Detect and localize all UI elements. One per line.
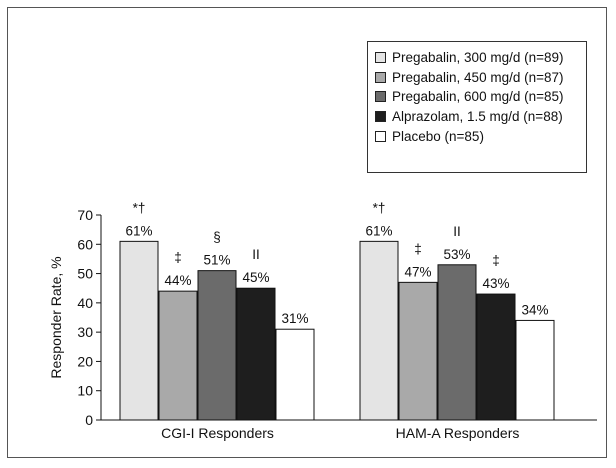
bar-significance-marker: ‡ (414, 241, 422, 256)
legend-item: Placebo (n=85) (375, 126, 586, 146)
legend-label: Placebo (n=85) (392, 128, 484, 144)
bar-significance-marker: § (213, 230, 221, 245)
bar-value-label: 45% (242, 270, 269, 285)
legend-label: Pregabalin, 300 mg/d (n=89) (392, 50, 564, 66)
bar-significance-marker: II (453, 224, 461, 239)
bar (437, 264, 477, 421)
y-tick-label: 50 (77, 266, 93, 282)
bar (236, 287, 276, 421)
legend-swatch (375, 52, 386, 64)
y-tick-label: 60 (77, 236, 93, 252)
bar-value-label: 53% (443, 247, 470, 262)
y-tick-label: 10 (77, 383, 93, 399)
bar (119, 240, 159, 421)
legend-item: Pregabalin, 450 mg/d (n=87) (375, 68, 586, 88)
y-axis-label: Responder Rate, % (48, 256, 64, 378)
legend-swatch (375, 130, 386, 142)
legend: Pregabalin, 300 mg/d (n=89) Pregabalin, … (367, 41, 587, 173)
bar-value-label: 47% (404, 264, 431, 279)
bar (398, 281, 438, 421)
bar-significance-marker: ‡ (174, 250, 182, 265)
figure-frame (7, 7, 607, 458)
legend-item: Alprazolam, 1.5 mg/d (n=88) (375, 107, 586, 127)
bar-value-label: 44% (164, 273, 191, 288)
bar (359, 240, 399, 421)
bar (197, 270, 237, 421)
bar-value-label: 61% (365, 223, 392, 238)
bar (158, 290, 198, 421)
bar (275, 328, 315, 421)
bar (515, 319, 555, 421)
x-category-label: CGI-I Responders (161, 425, 274, 441)
bar-significance-marker: *† (373, 200, 386, 215)
bar-significance-marker: ‡ (492, 253, 500, 268)
legend-item: Pregabalin, 600 mg/d (n=85) (375, 87, 586, 107)
bar-value-label: 51% (203, 253, 230, 268)
bar-significance-marker: *† (133, 200, 146, 215)
legend-label: Alprazolam, 1.5 mg/d (n=88) (392, 109, 563, 125)
y-tick-label: 0 (85, 412, 93, 428)
bar-value-label: 61% (125, 223, 152, 238)
y-tick-label: 30 (77, 324, 93, 340)
legend-label: Pregabalin, 600 mg/d (n=85) (392, 89, 564, 105)
x-category-label: HAM-A Responders (396, 425, 520, 441)
bar-significance-marker: II (252, 247, 260, 262)
legend-swatch (375, 111, 386, 123)
bar-value-label: 31% (281, 311, 308, 326)
y-tick-label: 40 (77, 295, 93, 311)
y-tick-label: 20 (77, 353, 93, 369)
bar-value-label: 34% (521, 302, 548, 317)
legend-item: Pregabalin, 300 mg/d (n=89) (375, 48, 586, 68)
legend-swatch (375, 91, 386, 103)
bar-value-label: 43% (482, 276, 509, 291)
legend-swatch (375, 71, 386, 83)
legend-label: Pregabalin, 450 mg/d (n=87) (392, 69, 564, 85)
bar (476, 293, 516, 421)
y-tick-label: 70 (77, 207, 93, 223)
